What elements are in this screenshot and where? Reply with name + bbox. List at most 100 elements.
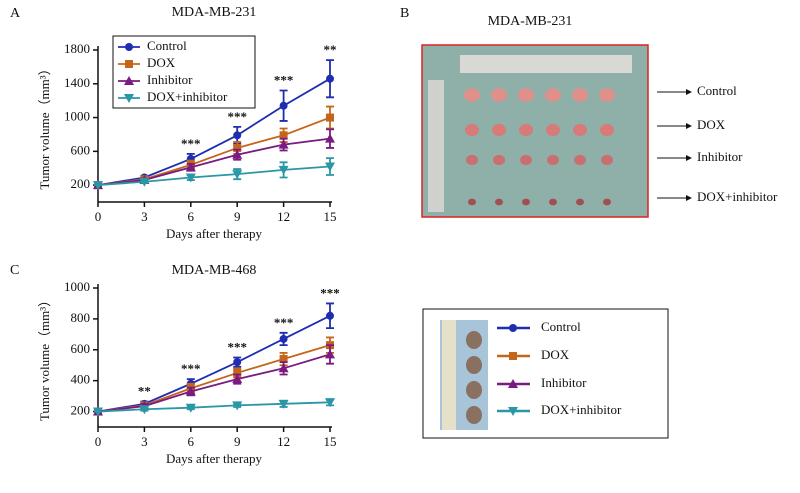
marker bbox=[125, 60, 133, 68]
marker bbox=[124, 76, 134, 85]
tumor bbox=[601, 154, 613, 166]
x-tick-label: 3 bbox=[141, 434, 148, 449]
marker bbox=[93, 181, 103, 191]
series-line bbox=[97, 165, 331, 187]
x-tick-label: 9 bbox=[234, 434, 241, 449]
marker bbox=[279, 101, 288, 110]
legend-label: DOX bbox=[147, 55, 176, 70]
marker bbox=[232, 149, 243, 159]
tumor bbox=[576, 198, 584, 206]
tumors bbox=[464, 88, 615, 206]
tumor bbox=[468, 198, 476, 206]
photo-title: MDA-MB-231 bbox=[488, 14, 573, 29]
tumor bbox=[549, 198, 557, 206]
marker bbox=[185, 162, 196, 172]
marker bbox=[509, 324, 517, 332]
marker bbox=[508, 407, 518, 416]
ruler bbox=[428, 80, 444, 212]
legend-label: Control bbox=[147, 38, 187, 53]
series-line bbox=[97, 353, 331, 413]
y-tick-label: 200 bbox=[71, 403, 91, 418]
y-tick-label: 1400 bbox=[64, 75, 90, 90]
marker bbox=[326, 74, 334, 83]
legend-label: Control bbox=[541, 319, 581, 334]
y-tick-label: 800 bbox=[71, 310, 91, 325]
y-axis-title: Tumor volume（mm³） bbox=[37, 62, 52, 189]
significance: *** bbox=[181, 361, 201, 376]
tumor bbox=[520, 154, 532, 166]
significance: *** bbox=[274, 315, 294, 330]
tumor bbox=[547, 154, 559, 166]
marker bbox=[278, 399, 289, 409]
y-tick-label: 1000 bbox=[64, 109, 90, 124]
marker bbox=[232, 401, 243, 411]
x-tick-label: 3 bbox=[141, 209, 148, 224]
tumor bbox=[522, 198, 530, 206]
marker bbox=[124, 94, 134, 103]
marker bbox=[325, 133, 335, 143]
panel-label: A bbox=[10, 6, 21, 21]
marker bbox=[232, 170, 243, 180]
marker bbox=[279, 355, 288, 364]
marker bbox=[185, 403, 196, 413]
marker bbox=[278, 363, 289, 373]
tumor bbox=[493, 154, 505, 166]
photo-label: Control bbox=[697, 83, 737, 98]
tumor bbox=[465, 124, 479, 136]
tumor bbox=[466, 406, 482, 424]
legend-label: DOX+inhibitor bbox=[541, 402, 622, 417]
marker bbox=[233, 358, 242, 367]
marker bbox=[279, 334, 288, 343]
x-tick-label: 15 bbox=[324, 434, 337, 449]
marker bbox=[325, 162, 335, 172]
x-tick-label: 0 bbox=[95, 209, 102, 224]
marker bbox=[139, 405, 150, 415]
significance: ** bbox=[138, 384, 151, 399]
marker bbox=[279, 131, 288, 140]
ruler bbox=[460, 55, 632, 73]
tumor bbox=[574, 154, 586, 166]
tumor bbox=[464, 88, 480, 102]
y-tick-label: 200 bbox=[71, 176, 91, 191]
marker bbox=[278, 165, 289, 175]
x-axis-title: Days after therapy bbox=[166, 226, 263, 241]
series-line bbox=[97, 77, 331, 186]
x-tick-label: 6 bbox=[188, 434, 195, 449]
tumor bbox=[600, 124, 614, 136]
y-tick-label: 600 bbox=[71, 341, 91, 356]
tumor bbox=[491, 88, 507, 102]
significance: *** bbox=[274, 73, 294, 88]
marker bbox=[125, 43, 133, 51]
marker bbox=[185, 173, 196, 183]
tumor bbox=[518, 88, 534, 102]
y-tick-label: 600 bbox=[71, 142, 91, 157]
marker bbox=[233, 131, 242, 140]
tumor bbox=[546, 124, 560, 136]
photo-label: Inhibitor bbox=[697, 149, 743, 164]
tumor bbox=[519, 124, 533, 136]
y-axis-title: Tumor volume（mm³） bbox=[37, 294, 52, 421]
tumor bbox=[545, 88, 561, 102]
significance: *** bbox=[227, 109, 247, 124]
tumor bbox=[572, 88, 588, 102]
x-tick-label: 15 bbox=[324, 209, 337, 224]
tumor bbox=[466, 356, 482, 374]
ruler bbox=[442, 320, 456, 430]
tumor bbox=[466, 331, 482, 349]
marker bbox=[325, 398, 335, 408]
arrows: Control DOX Inhibitor DOX+inhibitor bbox=[657, 83, 778, 204]
significance: *** bbox=[181, 136, 201, 151]
arrow-head bbox=[686, 155, 692, 161]
tumor bbox=[466, 381, 482, 399]
chart-title: MDA-MB-468 bbox=[172, 263, 257, 278]
photo-label: DOX+inhibitor bbox=[697, 189, 778, 204]
x-axis-title: Days after therapy bbox=[166, 451, 263, 466]
marker bbox=[233, 368, 242, 377]
arrow-head bbox=[686, 123, 692, 129]
marker bbox=[233, 143, 242, 152]
significance: *** bbox=[227, 339, 247, 354]
arrow-head bbox=[686, 195, 692, 201]
marker bbox=[185, 386, 196, 396]
x-tick-label: 0 bbox=[95, 434, 102, 449]
